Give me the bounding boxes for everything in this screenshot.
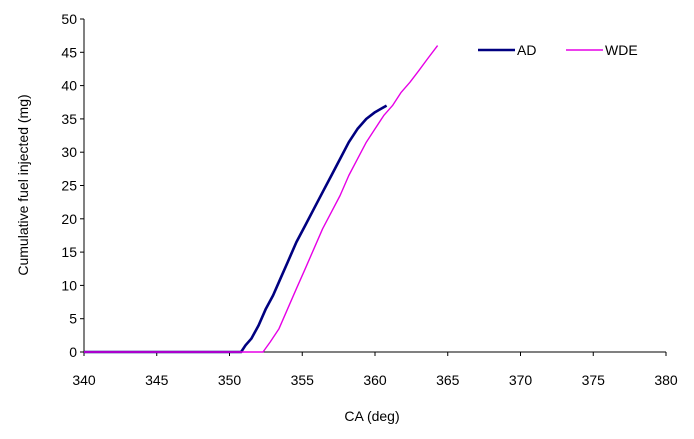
series-layer	[84, 45, 439, 354]
y-tick-label: 15	[61, 244, 77, 260]
x-tick-label: 345	[145, 372, 169, 388]
series-line-ad	[84, 104, 388, 354]
x-axis-title: CA (deg)	[344, 408, 399, 424]
y-tick-label: 45	[61, 44, 77, 60]
y-tick-label: 0	[69, 344, 77, 360]
x-tick-label: 350	[218, 372, 242, 388]
x-tick-label: 340	[72, 372, 96, 388]
axes: 0 5 10 15 20 25 30 35 40 45 50 340 345 350 355 360 365 37…	[61, 11, 677, 388]
x-tick-label: 375	[582, 372, 606, 388]
x-tick-label: 360	[363, 372, 387, 388]
y-tick-label: 35	[61, 111, 77, 127]
y-tick-label: 5	[69, 311, 77, 327]
y-tick-label: 10	[61, 277, 77, 293]
legend-label-wde: WDE	[605, 42, 638, 58]
legend: AD WDE	[478, 42, 638, 58]
y-tick-label: 30	[61, 144, 77, 160]
y-tick-label: 50	[61, 11, 77, 27]
x-tick-label: 380	[654, 372, 678, 388]
series-line-wde	[84, 45, 439, 353]
legend-label-ad: AD	[517, 42, 536, 58]
y-tick-label: 25	[61, 178, 77, 194]
y-tick-label: 40	[61, 78, 77, 94]
x-tick-label: 355	[291, 372, 315, 388]
x-tick-label: 370	[509, 372, 533, 388]
y-axis-title: Cumulative fuel injected (mg)	[15, 94, 31, 275]
y-tick-label: 20	[61, 211, 77, 227]
x-tick-label: 365	[436, 372, 460, 388]
